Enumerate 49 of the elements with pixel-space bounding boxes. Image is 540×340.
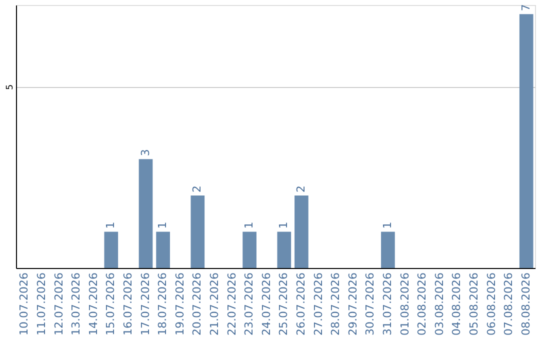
x-tick-label: 31.07.2026 bbox=[380, 272, 394, 336]
x-tick-label: 16.07.2026 bbox=[121, 272, 134, 336]
x-tick-label: 06.08.2026 bbox=[484, 272, 498, 336]
x-tick-label: 24.07.2026 bbox=[260, 272, 273, 336]
bar bbox=[294, 195, 308, 268]
x-tick-label: 08.08.2026 bbox=[519, 272, 532, 336]
bar bbox=[104, 232, 118, 268]
data-label: 1 bbox=[380, 222, 394, 229]
bar bbox=[156, 232, 170, 268]
x-tick-label: 05.08.2026 bbox=[467, 272, 480, 336]
bar bbox=[138, 159, 153, 268]
x-tick-label: 22.07.2026 bbox=[225, 272, 238, 336]
x-tick-label: 18.07.2026 bbox=[156, 272, 170, 336]
data-label: 1 bbox=[277, 222, 290, 229]
x-tick-label: 11.07.2026 bbox=[34, 272, 48, 336]
x-tick-label: 12.07.2026 bbox=[52, 272, 66, 336]
x-tick-label: 10.07.2026 bbox=[18, 272, 31, 336]
data-label: 1 bbox=[242, 222, 256, 229]
x-tick-label: 17.07.2026 bbox=[138, 272, 152, 336]
x-tick-label: 14.07.2026 bbox=[86, 272, 100, 336]
data-label: 1 bbox=[104, 222, 118, 229]
x-tick-label: 15.07.2026 bbox=[104, 272, 118, 336]
data-label: 3 bbox=[138, 149, 152, 156]
x-tick-label: 03.08.2026 bbox=[432, 272, 446, 336]
data-label: 2 bbox=[294, 185, 308, 192]
bar bbox=[242, 232, 256, 268]
bar bbox=[519, 14, 534, 268]
x-tick-label: 25.07.2026 bbox=[277, 272, 290, 336]
x-tick-label: 30.07.2026 bbox=[364, 272, 377, 336]
x-tick-label: 20.07.2026 bbox=[190, 272, 204, 336]
x-tick-label: 04.08.2026 bbox=[450, 272, 464, 336]
data-label: 2 bbox=[190, 185, 204, 192]
y-tick-label: 5 bbox=[6, 84, 16, 90]
bar bbox=[190, 195, 205, 268]
data-label: 7 bbox=[519, 4, 532, 12]
bar bbox=[381, 232, 395, 268]
x-tick-label: 02.08.2026 bbox=[416, 272, 429, 336]
x-tick-label: 13.07.2026 bbox=[70, 272, 83, 336]
x-tick-label: 28.07.2026 bbox=[329, 272, 342, 336]
x-tick-label: 01.08.2026 bbox=[398, 272, 412, 336]
x-tick-label: 26.07.2026 bbox=[294, 272, 308, 336]
x-tick-label: 27.07.2026 bbox=[312, 272, 325, 336]
bar bbox=[277, 232, 292, 268]
data-label: 1 bbox=[156, 222, 170, 229]
x-tick-label: 07.08.2026 bbox=[502, 272, 516, 336]
x-tick-label: 29.07.2026 bbox=[346, 272, 360, 336]
x-tick-label: 19.07.2026 bbox=[173, 272, 186, 336]
x-tick-label: 21.07.2026 bbox=[208, 272, 221, 336]
x-tick-label: 23.07.2026 bbox=[242, 272, 256, 336]
